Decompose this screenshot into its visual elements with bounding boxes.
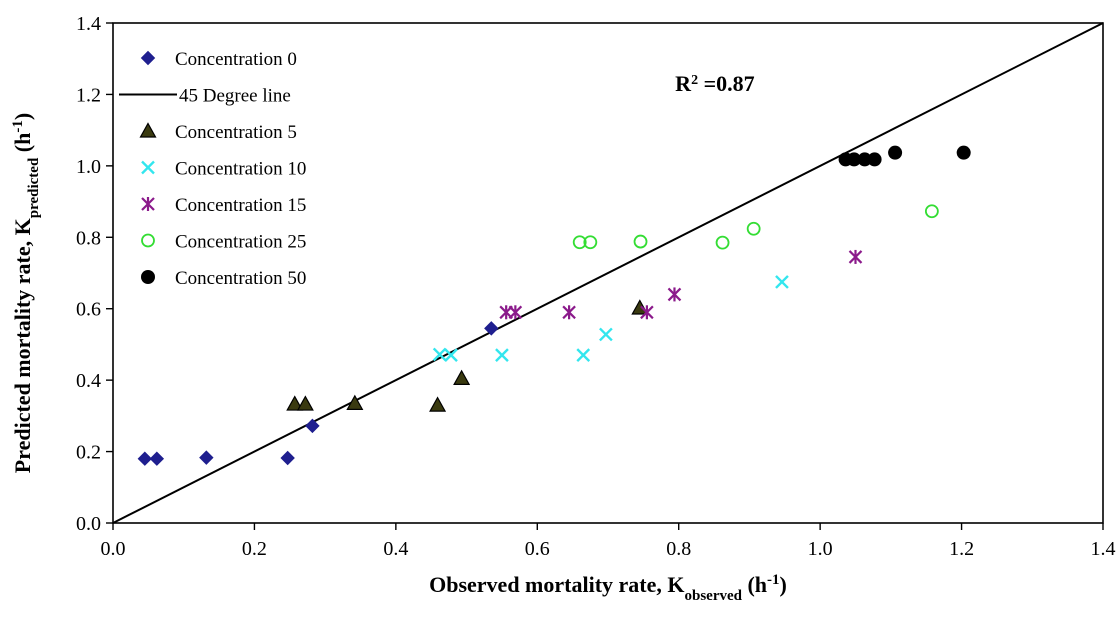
x-axis-title-unit-superscript: -1 [767, 572, 780, 588]
r-squared-annotation: R2 =0.87 [675, 71, 754, 96]
legend-label: 45 Degree line [179, 86, 291, 107]
x-tick-label: 0.8 [666, 538, 691, 560]
series-concentration-25 [572, 204, 939, 250]
legend-marker [141, 233, 155, 248]
data-point [286, 395, 304, 411]
data-point [484, 321, 499, 336]
legend-item: Concentration 50 [141, 268, 306, 289]
legend-label: Concentration 5 [175, 122, 297, 143]
data-point [453, 369, 471, 385]
data-point [432, 347, 447, 362]
y-tick-label: 0.0 [76, 513, 101, 535]
y-tick-label: 1.4 [76, 13, 101, 35]
y-tick-label: 1.2 [76, 84, 101, 106]
series-concentration-15 [499, 249, 863, 320]
data-point [199, 450, 214, 465]
legend-marker [141, 197, 155, 211]
data-point [305, 418, 320, 434]
x-axis-title-unit-close: ) [780, 572, 787, 597]
data-point [346, 394, 364, 410]
legend-item: Concentration 5 [139, 122, 297, 143]
x-tick-label: 1.0 [808, 538, 833, 560]
data-point [775, 275, 789, 289]
r-squared-superscript: 2 [691, 72, 698, 87]
legend-item: Concentration 0 [140, 49, 297, 70]
x-tick-label: 0.4 [383, 538, 408, 560]
legend-label: Concentration 10 [175, 159, 306, 180]
data-point [847, 152, 862, 167]
legend-label: Concentration 50 [175, 268, 306, 289]
y-axis-title: Predicted mortality rate, Kpredicted (h-… [10, 113, 42, 473]
reference-line-45-degree [112, 22, 1104, 524]
data-point [572, 235, 587, 250]
r-squared-value: =0.87 [698, 71, 755, 96]
data-point [715, 235, 730, 250]
y-tick-label: 0.2 [76, 442, 101, 464]
legend-label: Concentration 15 [175, 195, 306, 216]
x-axis-title-subscript: observed [684, 588, 742, 604]
x-axis-title-main: Observed mortality rate, K [429, 572, 684, 597]
x-tick-label: 0.2 [242, 538, 267, 560]
series-concentration-0 [137, 321, 499, 466]
y-tick-label: 0.6 [76, 299, 101, 321]
data-point [667, 287, 682, 302]
y-tick-label: 1.0 [76, 156, 101, 178]
y-axis-title-unit: (h [10, 133, 35, 158]
legend-item: 45 Degree line [119, 86, 291, 107]
data-point [848, 249, 863, 264]
data-point [888, 145, 903, 160]
data-point [280, 450, 295, 466]
series-concentration-10 [432, 275, 789, 362]
data-point [149, 451, 165, 466]
y-axis-title-subscript: predicted [26, 157, 42, 218]
data-point [924, 204, 939, 219]
y-axis-title-unit-superscript: -1 [10, 120, 26, 133]
legend-item: Concentration 25 [141, 232, 306, 253]
data-point [495, 348, 509, 362]
data-point [444, 348, 458, 362]
y-axis-title-unit-close: ) [10, 113, 35, 120]
data-point [746, 221, 761, 236]
y-tick-label: 0.8 [76, 227, 101, 249]
data-point [296, 395, 314, 411]
data-point [508, 305, 523, 320]
plot-area-frame [112, 22, 1104, 524]
series-concentration-5 [286, 299, 649, 412]
legend-item: Concentration 15 [141, 195, 306, 216]
data-point [137, 451, 153, 466]
x-tick-label: 1.2 [949, 538, 974, 560]
x-axis-title-unit: (h [742, 572, 767, 597]
data-point [583, 235, 598, 250]
x-tick-label: 1.4 [1091, 538, 1116, 560]
data-point [857, 152, 872, 167]
legend-marker [139, 122, 157, 138]
data-point [867, 152, 882, 167]
legend-label: Concentration 0 [175, 49, 297, 70]
legend-marker [140, 50, 156, 66]
x-tick-label: 0.0 [101, 538, 126, 560]
series-concentration-50 [838, 145, 971, 167]
y-axis-title-main: Predicted mortality rate, K [10, 218, 35, 473]
data-point [633, 234, 648, 249]
data-point [562, 305, 576, 320]
data-point [599, 327, 613, 342]
y-tick-label: 0.4 [76, 370, 101, 392]
data-point [640, 305, 654, 320]
data-point [956, 145, 971, 160]
r-squared-label: R [675, 71, 692, 96]
legend-marker [141, 160, 155, 175]
legend-marker [141, 270, 155, 284]
legend-label: Concentration 25 [175, 232, 306, 253]
legend-item: Concentration 10 [141, 159, 306, 180]
data-point [576, 348, 591, 362]
data-point [631, 299, 649, 315]
x-axis-title: Observed mortality rate, Kobserved (h-1) [429, 572, 787, 604]
data-point [429, 396, 447, 412]
x-tick-label: 0.6 [525, 538, 550, 560]
